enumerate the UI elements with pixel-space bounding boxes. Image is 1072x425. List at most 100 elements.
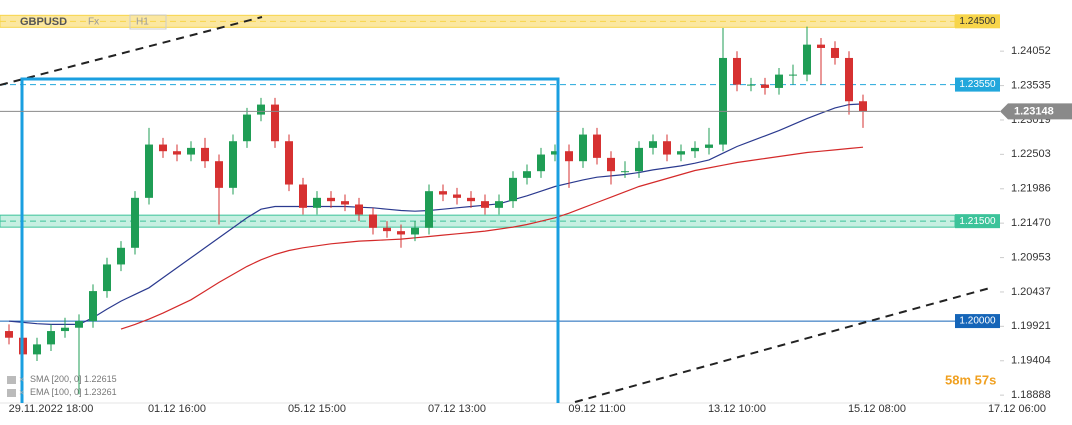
candle-body <box>789 74 797 76</box>
candle-body <box>705 144 713 148</box>
candle-body <box>453 194 461 198</box>
candle-body <box>859 101 867 112</box>
candle-body <box>355 204 363 215</box>
candle-body <box>285 141 293 185</box>
level-label: 1.20000 <box>959 316 996 327</box>
y-tick-label: 1.21986 <box>1011 183 1051 195</box>
legend-icon <box>7 389 16 397</box>
candle-body <box>481 201 489 208</box>
candle-body <box>593 134 601 158</box>
candle-body <box>397 231 405 235</box>
candle-body <box>145 144 153 198</box>
candle-body <box>523 171 531 178</box>
timeframe[interactable]: H1 <box>136 17 149 28</box>
legend-entry: EMA [100, 0] 1.23261 <box>30 387 117 397</box>
indicator-line <box>8 103 864 325</box>
candle-body <box>803 44 811 75</box>
rectangle-drawing <box>20 77 560 403</box>
plot-layer <box>5 26 867 395</box>
level-label-box <box>955 77 1000 92</box>
candle-body <box>215 161 223 188</box>
candle-body <box>327 197 335 202</box>
candle-body <box>761 84 769 88</box>
candle-body <box>425 191 433 228</box>
legend-value: 1.23261 <box>84 387 117 397</box>
candle-body <box>383 227 391 232</box>
candle-body <box>341 201 349 205</box>
legend-x: × <box>19 374 24 384</box>
current-price-tag <box>1000 103 1072 120</box>
y-tick-label: 1.20437 <box>1011 286 1051 298</box>
bar-timer: 58m 57s <box>945 372 996 387</box>
candle-body <box>663 141 671 155</box>
legend-x: × <box>19 387 24 397</box>
candle-body <box>411 227 419 235</box>
candle-body <box>607 157 615 172</box>
candle-body <box>635 147 643 172</box>
candle-body <box>831 47 839 58</box>
candle-body <box>719 57 727 145</box>
candle-body <box>103 264 111 292</box>
x-tick-label: 07.12 13:00 <box>428 403 486 415</box>
candle-body <box>313 197 321 208</box>
level-label: 1.24500 <box>959 16 996 27</box>
y-tick-label: 1.19921 <box>1011 320 1051 332</box>
y-tick-label: 1.18888 <box>1011 389 1051 401</box>
y-tick-label: 1.23535 <box>1011 80 1051 92</box>
candle-body <box>369 214 377 228</box>
x-tick-label: 05.12 15:00 <box>288 403 346 415</box>
candle-body <box>5 331 13 338</box>
trend-line <box>574 287 991 403</box>
candle-body <box>187 147 195 155</box>
candle-body <box>565 151 573 162</box>
candle-body <box>747 84 755 86</box>
legend-name: SMA [200, 0] <box>30 374 82 384</box>
candle-body <box>439 191 447 195</box>
candle-body <box>579 134 587 162</box>
candle-body <box>495 201 503 208</box>
candle-body <box>817 44 825 48</box>
x-tick-label: 15.12 08:00 <box>848 403 906 415</box>
candle-body <box>621 171 629 173</box>
trend-line <box>0 16 263 86</box>
x-tick-label: 09.12 11:00 <box>568 403 625 415</box>
y-tick-label: 1.21470 <box>1011 217 1051 229</box>
background-layer: 1.240521.235351.230191.225031.219861.214… <box>0 14 1051 415</box>
candle-body <box>243 114 251 142</box>
current-price-label: 1.23148 <box>1014 105 1054 117</box>
x-tick-label: 13.12 10:00 <box>708 403 766 415</box>
candle-body <box>509 177 517 202</box>
candle-body <box>299 184 307 208</box>
legend-entry: SMA [200, 0] 1.22615 <box>30 374 117 384</box>
candle-body <box>173 151 181 155</box>
level-label-box <box>955 14 1000 29</box>
x-tick-label: 29.11.2022 18:00 <box>9 403 94 415</box>
candle-body <box>131 197 139 248</box>
candle-body <box>733 57 741 85</box>
y-tick-label: 1.22503 <box>1011 148 1051 160</box>
y-tick-label: 1.19404 <box>1011 355 1051 367</box>
candle-body <box>271 104 279 142</box>
candle-body <box>229 141 237 188</box>
y-tick-label: 1.24052 <box>1011 45 1051 57</box>
candle-body <box>649 141 657 148</box>
symbol[interactable]: GBPUSD <box>20 16 67 28</box>
indicator-line <box>120 146 864 330</box>
candle-body <box>201 147 209 162</box>
candle-body <box>691 147 699 152</box>
legend-value: 1.22615 <box>84 374 117 384</box>
candle-body <box>537 154 545 172</box>
candle-body <box>257 104 265 115</box>
level-label: 1.21500 <box>959 216 996 227</box>
timeframe-box[interactable] <box>129 14 167 30</box>
candle-body <box>159 144 167 152</box>
candle-body <box>677 151 685 155</box>
candle-body <box>89 291 97 322</box>
x-tick-label: 17.12 06:00 <box>988 403 1046 415</box>
legend-name: EMA [100, 0] <box>30 387 82 397</box>
market[interactable]: Fx <box>88 17 99 28</box>
candle-body <box>61 327 69 332</box>
candle-body <box>845 57 853 102</box>
